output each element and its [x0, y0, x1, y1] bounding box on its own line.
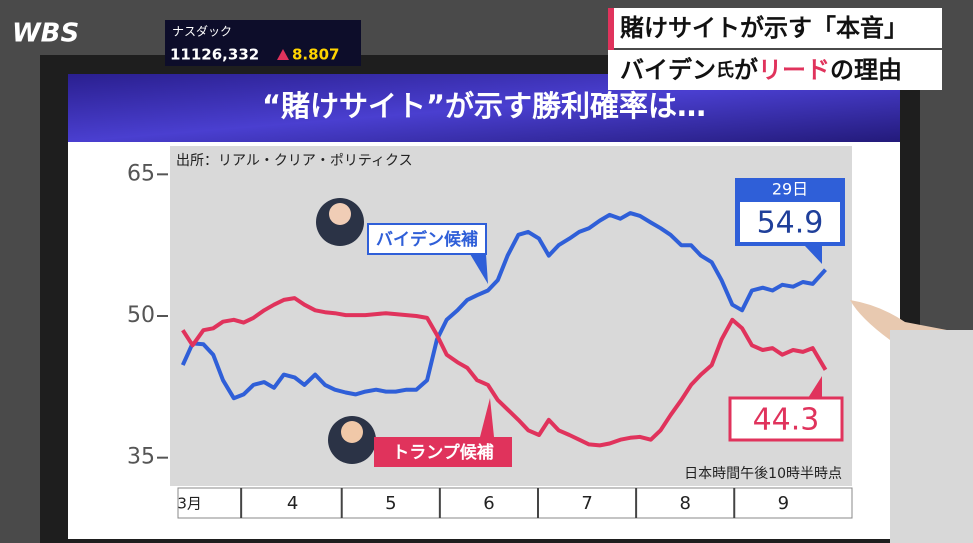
ticker-up-arrow: [277, 49, 289, 60]
y-tick-label: 50: [127, 303, 155, 328]
headline-2a: バイデン: [620, 56, 716, 84]
biden-callout-pointer: [805, 246, 822, 264]
trump-face: [341, 421, 363, 443]
trump-callout-pointer: [808, 376, 822, 398]
x-tick-label: 4: [287, 493, 298, 514]
headline-2e: の理由: [830, 56, 902, 84]
trump-callout: [728, 396, 844, 442]
biden-pointer: [470, 254, 488, 284]
headline-2-box: [608, 50, 942, 90]
series-line: [181, 296, 828, 448]
headline-2: バイデン氏がリードの理由: [620, 56, 902, 84]
ticker-box: [165, 20, 361, 66]
value-label: 54.9: [757, 206, 824, 241]
x-tick-label: 8: [679, 493, 690, 514]
legend-label: バイデン候補: [376, 229, 478, 250]
biden-label-box: [367, 223, 487, 255]
trump-pointer: [480, 398, 494, 437]
source-note: 出所：リアル・クリア・ポリティクス: [176, 153, 413, 169]
x-tick-label: 3月: [177, 495, 202, 513]
x-tick-label: 5: [385, 493, 396, 514]
ticker-name: ナスダック: [172, 24, 232, 39]
plot: [180, 211, 828, 448]
ticker-value: 11126,332: [170, 46, 259, 64]
logo: WBS: [12, 19, 79, 49]
presenter-sleeve: [890, 330, 973, 543]
biden-face: [329, 203, 351, 225]
biden-callout-inner: [740, 202, 840, 242]
chart-title: “賭けサイト”が示す勝利確率は…: [262, 89, 706, 123]
time-note: 日本時間午後10時半時点: [684, 466, 842, 482]
y-tick-label: 35: [127, 445, 155, 470]
x-tick-label: 7: [581, 493, 592, 514]
x-tick-label: 9: [778, 493, 789, 514]
ticker-change: 8.807: [292, 46, 339, 64]
headline-2c: が: [734, 56, 758, 84]
series-line: [180, 211, 827, 401]
headline-1-box: [608, 8, 942, 48]
date-label: 29日: [772, 180, 808, 199]
headline-2b: 氏: [716, 60, 734, 81]
y-tick-label: 65: [127, 161, 155, 186]
trump-label-box: [374, 437, 512, 467]
headline-1: 賭けサイトが示す「本音」: [620, 14, 908, 42]
headline-2d: リード: [758, 56, 830, 84]
x-tick-label: 6: [483, 493, 494, 514]
month-strip: [177, 487, 853, 519]
legend-label: トランプ候補: [392, 442, 494, 463]
value-label: 44.3: [753, 403, 820, 438]
headline-accent: [608, 8, 614, 88]
